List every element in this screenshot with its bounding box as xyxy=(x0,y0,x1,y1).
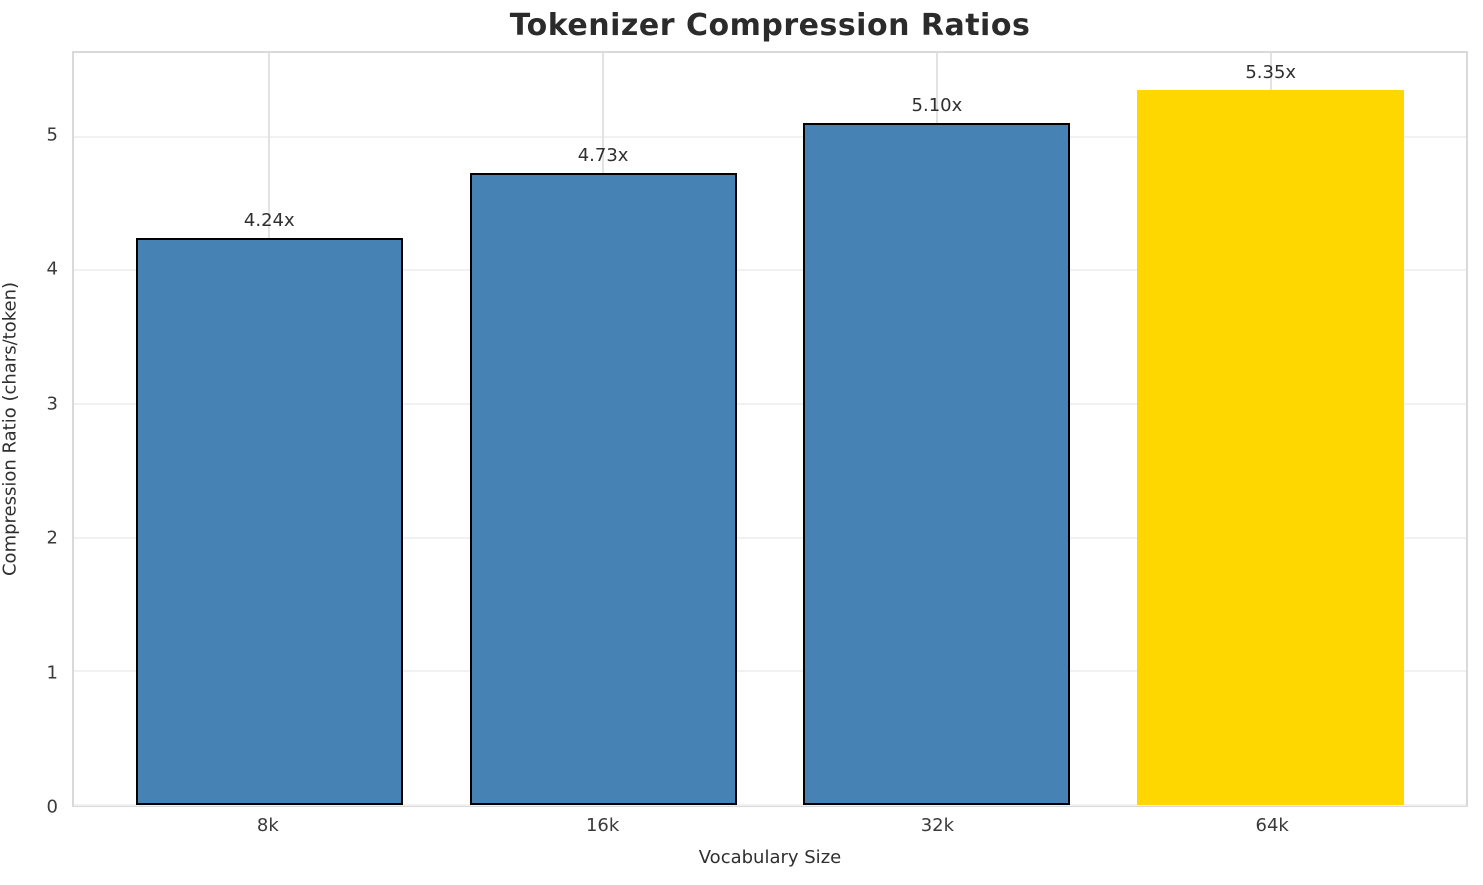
bar-value-label: 5.10x xyxy=(911,95,963,117)
x-axis-ticks: 8k 16k 32k 64k xyxy=(72,815,1468,841)
h-gridline xyxy=(74,269,1466,272)
y-tick-label: 4 xyxy=(46,258,58,280)
y-tick-label: 5 xyxy=(46,124,58,146)
x-tick-label: 64k xyxy=(1255,815,1289,836)
x-tick-label: 32k xyxy=(920,815,955,836)
y-tick-label: 0 xyxy=(46,796,58,818)
h-gridline xyxy=(74,402,1466,405)
bar-64k xyxy=(1137,89,1405,805)
h-gridline xyxy=(74,670,1466,673)
plot-area: 4.24x 4.73x 5.10x 5.35x xyxy=(72,51,1468,807)
bar-value-label: 5.35x xyxy=(1245,61,1297,83)
bar-32k xyxy=(803,123,1071,805)
h-gridline xyxy=(74,804,1466,806)
x-tick-label: 8k xyxy=(256,815,279,836)
bar-8k xyxy=(135,238,403,805)
y-tick-label: 2 xyxy=(46,527,58,549)
x-axis-label: Vocabulary Size xyxy=(698,847,842,868)
bar-value-label: 4.73x xyxy=(577,144,629,166)
y-axis-ticks: 0 1 2 3 4 5 xyxy=(0,51,58,818)
h-gridline xyxy=(74,135,1466,138)
chart-title: Tokenizer Compression Ratios xyxy=(509,8,1031,43)
y-tick-label: 3 xyxy=(46,393,58,415)
y-tick-label: 1 xyxy=(46,662,58,684)
bar-value-label: 4.24x xyxy=(243,210,295,232)
h-gridline xyxy=(74,536,1466,539)
x-tick-label: 16k xyxy=(585,815,620,836)
bar-16k xyxy=(469,172,737,805)
